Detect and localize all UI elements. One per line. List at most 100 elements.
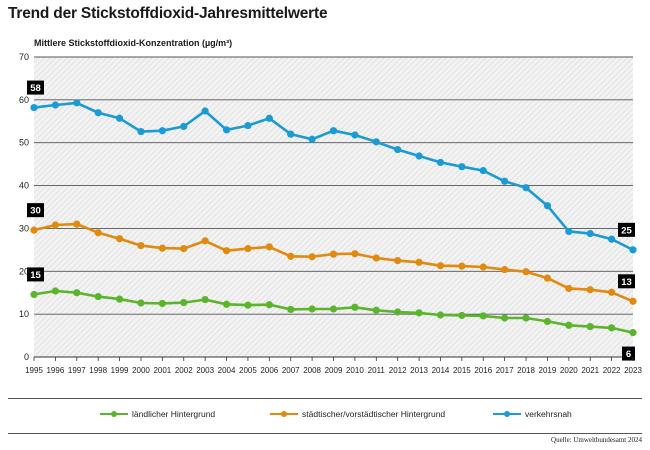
data-point-0-1997 <box>73 99 81 107</box>
y-tick-label-70: 70 <box>19 52 29 62</box>
data-point-0-2002 <box>180 122 188 131</box>
data-point-0-2019 <box>543 202 552 210</box>
x-tick-label-2002: 2002 <box>175 366 193 375</box>
data-point-2-2014 <box>436 311 445 319</box>
data-point-1-2006 <box>265 243 273 251</box>
data-point-1-2009 <box>329 250 338 258</box>
value-label-2-28: 6 <box>622 346 635 361</box>
data-point-1-2011 <box>372 254 380 262</box>
data-point-1-2021 <box>586 286 594 294</box>
data-point-0-2017 <box>501 177 509 185</box>
x-tick-label-2022: 2022 <box>603 366 621 375</box>
data-point-1-2002 <box>180 244 188 253</box>
value-label-1-0: 30 <box>27 203 44 218</box>
data-point-2-2020 <box>565 321 573 329</box>
data-point-0-2001 <box>158 127 166 135</box>
value-label-box-2-0 <box>27 267 44 282</box>
value-label-1-28: 13 <box>618 274 635 289</box>
y-tick-label-0: 0 <box>24 352 29 362</box>
series-0 <box>30 99 637 254</box>
value-label-box-0-0 <box>27 80 44 95</box>
data-point-0-2012 <box>394 145 402 154</box>
x-tick-label-2004: 2004 <box>218 366 236 375</box>
data-point-2-2008 <box>308 305 316 313</box>
data-point-2-2006 <box>265 301 273 309</box>
data-point-2-1995 <box>30 290 38 299</box>
series-2 <box>30 287 637 337</box>
value-label-0-0: 58 <box>27 80 44 95</box>
data-point-2-2000 <box>137 299 145 307</box>
value-label-0-28: 25 <box>618 222 635 237</box>
data-point-0-2016 <box>479 166 487 175</box>
data-point-2-1999 <box>115 295 124 303</box>
data-point-1-2013 <box>415 258 423 266</box>
data-point-2-2010 <box>351 303 359 311</box>
chart-plot: Mittlere Stickstoffdioxid-Konzentration … <box>19 38 642 375</box>
x-tick-label-1996: 1996 <box>46 366 64 375</box>
data-point-0-2022 <box>608 235 616 243</box>
data-point-2-2012 <box>394 308 402 316</box>
data-point-1-2005 <box>244 244 252 253</box>
x-tick-label-2011: 2011 <box>368 366 386 375</box>
data-point-1-1999 <box>115 235 124 243</box>
value-label-text-1-0: 30 <box>30 206 41 217</box>
y-tick-label-30: 30 <box>19 223 29 233</box>
data-point-1-2008 <box>308 253 316 261</box>
legend-swatch-laendlich <box>100 409 128 419</box>
x-tick-label-2001: 2001 <box>153 366 171 375</box>
x-tick-label-2006: 2006 <box>260 366 278 375</box>
x-tick-label-2007: 2007 <box>282 366 300 375</box>
y-tick-label-50: 50 <box>19 138 29 148</box>
x-tick-label-2003: 2003 <box>196 366 214 375</box>
x-tick-label-2020: 2020 <box>560 366 578 375</box>
y-tick-label-20: 20 <box>19 266 29 276</box>
data-point-2-2007 <box>287 305 295 314</box>
data-point-0-2023 <box>629 246 637 254</box>
data-point-2-2001 <box>158 299 166 308</box>
data-point-2-1997 <box>73 289 81 297</box>
value-label-text-2-0: 15 <box>30 270 41 281</box>
x-tick-label-1997: 1997 <box>68 366 86 375</box>
data-point-2-2016 <box>479 312 487 320</box>
data-point-0-2015 <box>458 163 466 171</box>
legend-label-staedtisch: städtischer/vorstädtischer Hintergrund <box>302 409 446 419</box>
data-point-1-2010 <box>351 250 359 258</box>
data-point-0-2010 <box>351 131 359 139</box>
x-tick-label-2016: 2016 <box>474 366 492 375</box>
data-point-0-2007 <box>287 130 295 138</box>
data-point-0-2008 <box>308 135 316 143</box>
data-point-2-2011 <box>372 306 380 314</box>
data-point-0-2000 <box>137 127 145 136</box>
data-point-1-1998 <box>94 229 102 237</box>
data-point-1-1997 <box>73 220 81 228</box>
data-point-1-2014 <box>436 262 445 270</box>
x-tick-label-2023: 2023 <box>624 366 642 375</box>
x-tick-label-2010: 2010 <box>346 366 364 375</box>
data-point-0-2005 <box>244 121 252 130</box>
x-tick-label-2000: 2000 <box>132 366 150 375</box>
legend-item-laendlich: ländlicher Hintergrund <box>100 409 215 419</box>
value-label-box-0-28 <box>618 222 635 237</box>
data-point-0-2021 <box>586 229 594 238</box>
x-tick-label-2019: 2019 <box>539 366 557 375</box>
y-tick-label-40: 40 <box>19 181 29 191</box>
legend-swatch-verkehrsnah <box>493 409 521 419</box>
data-point-0-1999 <box>115 114 124 122</box>
data-point-2-2009 <box>329 305 338 313</box>
legend-label-laendlich: ländlicher Hintergrund <box>132 409 216 419</box>
data-point-0-1996 <box>51 101 59 109</box>
series-1 <box>30 220 637 305</box>
data-point-1-1995 <box>30 226 38 234</box>
x-tick-label-2021: 2021 <box>581 366 599 375</box>
data-point-2-1998 <box>94 292 102 301</box>
data-point-2-2019 <box>543 317 552 326</box>
data-point-0-2003 <box>201 107 209 115</box>
x-tick-label-2012: 2012 <box>389 366 407 375</box>
x-tick-label-2017: 2017 <box>496 366 514 375</box>
data-point-2-2018 <box>522 314 530 322</box>
y-axis-label: Mittlere Stickstoffdioxid-Konzentration … <box>34 38 232 48</box>
data-point-1-2020 <box>565 284 573 293</box>
data-point-1-2022 <box>608 288 616 296</box>
data-point-2-2004 <box>222 300 231 308</box>
data-point-0-2020 <box>565 227 573 236</box>
